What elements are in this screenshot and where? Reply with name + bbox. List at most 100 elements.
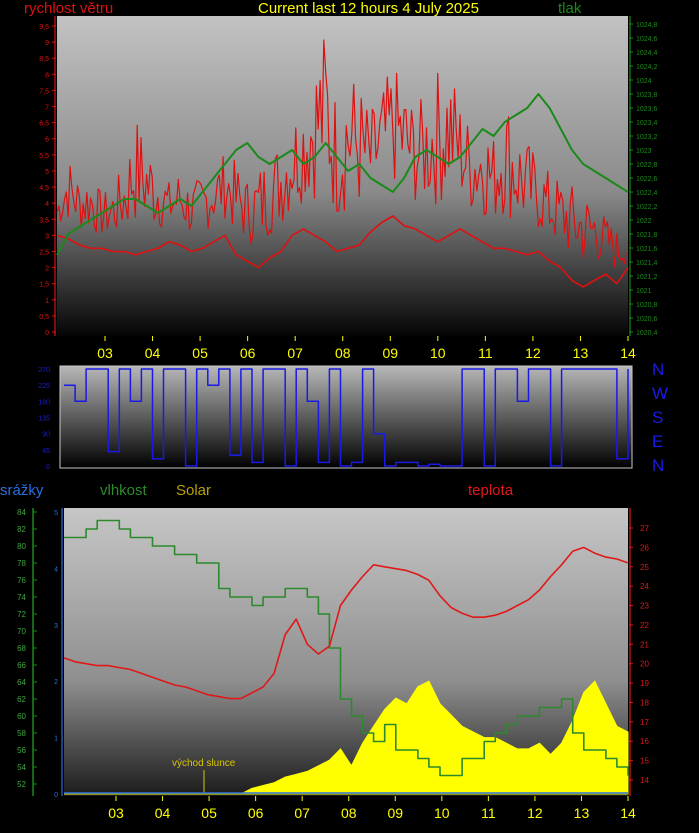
solar-area [64,680,629,795]
x-tick-label: 04 [155,805,171,821]
direction-plot-area [59,365,633,469]
solar-tick-label: 2 [54,679,58,686]
wind-tick-label: 3 [45,233,49,240]
wind-tick-label: 7,5 [39,88,49,95]
humidity-tick-label: 64 [17,678,26,687]
temperature-tick-label: 14 [640,776,649,785]
humidity-tick-label: 68 [17,644,26,653]
x-tick-label: 07 [294,805,310,821]
temperature-tick-label: 27 [640,524,649,533]
x-tick-label: 12 [527,805,543,821]
x-tick-label: 14 [620,805,636,821]
pressure-tick-label: 1023,6 [636,106,658,113]
x-tick-label: 07 [287,345,303,361]
wind-tick-label: 5,5 [39,153,49,160]
direction-tick-label: 0 [46,464,50,471]
x-tick-label: 06 [240,345,256,361]
pressure-tick-label: 1022,2 [636,204,658,211]
temperature-tick-label: 23 [640,602,649,611]
temperature-tick-label: 15 [640,757,649,766]
temperature-label: teplota [468,482,514,499]
pressure-tick-label: 1020,6 [636,316,658,323]
wind-direction-line [64,368,629,467]
humidity-tick-label: 74 [17,593,26,602]
sunrise-annotation: východ slunce [172,758,236,769]
solar-tick-label: 4 [54,566,58,573]
solar-tick-label: 0 [54,792,58,799]
x-tick-label: 06 [248,805,264,821]
wind-mean-line [56,215,629,288]
temperature-line [63,546,629,700]
humidity-tick-label: 54 [17,763,26,772]
humidity-tick-label: 78 [17,559,26,568]
humidity-tick-label: 84 [17,508,26,517]
humidity-tick-label: 58 [17,729,26,738]
x-tick-label: 05 [201,805,217,821]
compass-n-top: N [652,360,665,379]
solar-label: Solar [176,482,212,499]
wind-tick-label: 3,5 [39,217,49,224]
pressure-tick-label: 1023 [636,148,652,155]
wind-tick-label: 2 [45,266,49,273]
wind-tick-label: 8 [45,72,49,79]
wind-tick-label: 2,5 [39,249,49,256]
wind-tick-label: 6 [45,137,49,144]
x-tick-label: 10 [434,805,450,821]
direction-tick-label: 45 [42,448,50,455]
pressure-tick-label: 1023,2 [636,134,658,141]
direction-tick-label: 135 [38,416,50,423]
pressure-tick-label: 1022,6 [636,176,658,183]
temperature-tick-label: 22 [640,621,649,630]
pressure-tick-label: 1024,8 [636,22,658,29]
wind-tick-label: 5 [45,169,49,176]
pressure-tick-label: 1021,2 [636,274,658,281]
x-tick-label: 11 [478,345,493,361]
pressure-line [56,93,629,256]
wind-gust-line [56,39,627,268]
pressure-tick-label: 1020,4 [636,330,658,337]
humidity-label: vlhkost [100,482,147,499]
pressure-tick-label: 1021,6 [636,246,658,253]
compass-n-bottom: N [652,456,665,475]
wind-tick-label: 9,5 [39,24,49,31]
humidity-line [64,519,629,777]
humidity-tick-label: 52 [17,780,26,789]
x-tick-label: 05 [192,345,208,361]
wind-tick-label: 1,5 [39,282,49,289]
wind-speed-label: rychlost větru [24,0,114,17]
pressure-tick-label: 1021,4 [636,260,658,267]
pressure-tick-label: 1021 [636,288,652,295]
humidity-tick-label: 62 [17,695,26,704]
humidity-tick-label: 56 [17,746,26,755]
pressure-tick-label: 1022,4 [636,190,658,197]
x-tick-label: 13 [573,345,589,361]
humidity-tick-label: 80 [17,542,26,551]
pressure-tick-label: 1024,2 [636,64,658,71]
x-tick-label: 04 [145,345,161,361]
humidity-tick-label: 70 [17,627,26,636]
wind-tick-label: 1 [45,298,49,305]
pressure-tick-label: 1023,8 [636,92,658,99]
wind-tick-label: 4,5 [39,185,49,192]
x-tick-label: 14 [620,345,636,361]
humidity-tick-label: 66 [17,661,26,670]
x-tick-label: 08 [341,805,357,821]
wind-tick-label: 9 [45,40,49,47]
wind-tick-label: 8,5 [39,56,49,63]
direction-tick-label: 270 [38,367,50,374]
pressure-tick-label: 1023,4 [636,120,658,127]
humidity-tick-label: 76 [17,576,26,585]
compass-e: E [652,432,664,451]
compass-s: S [652,408,664,427]
pressure-tick-label: 1020,8 [636,302,658,309]
pressure-tick-label: 1024,4 [636,50,658,57]
humidity-tick-label: 82 [17,525,26,534]
direction-tick-label: 90 [42,432,50,439]
temperature-tick-label: 24 [640,582,649,591]
wind-tick-label: 6,5 [39,121,49,128]
humidity-tick-label: 60 [17,712,26,721]
wind-tick-label: 0 [45,330,49,337]
temperature-tick-label: 16 [640,737,649,746]
temperature-tick-label: 26 [640,543,649,552]
